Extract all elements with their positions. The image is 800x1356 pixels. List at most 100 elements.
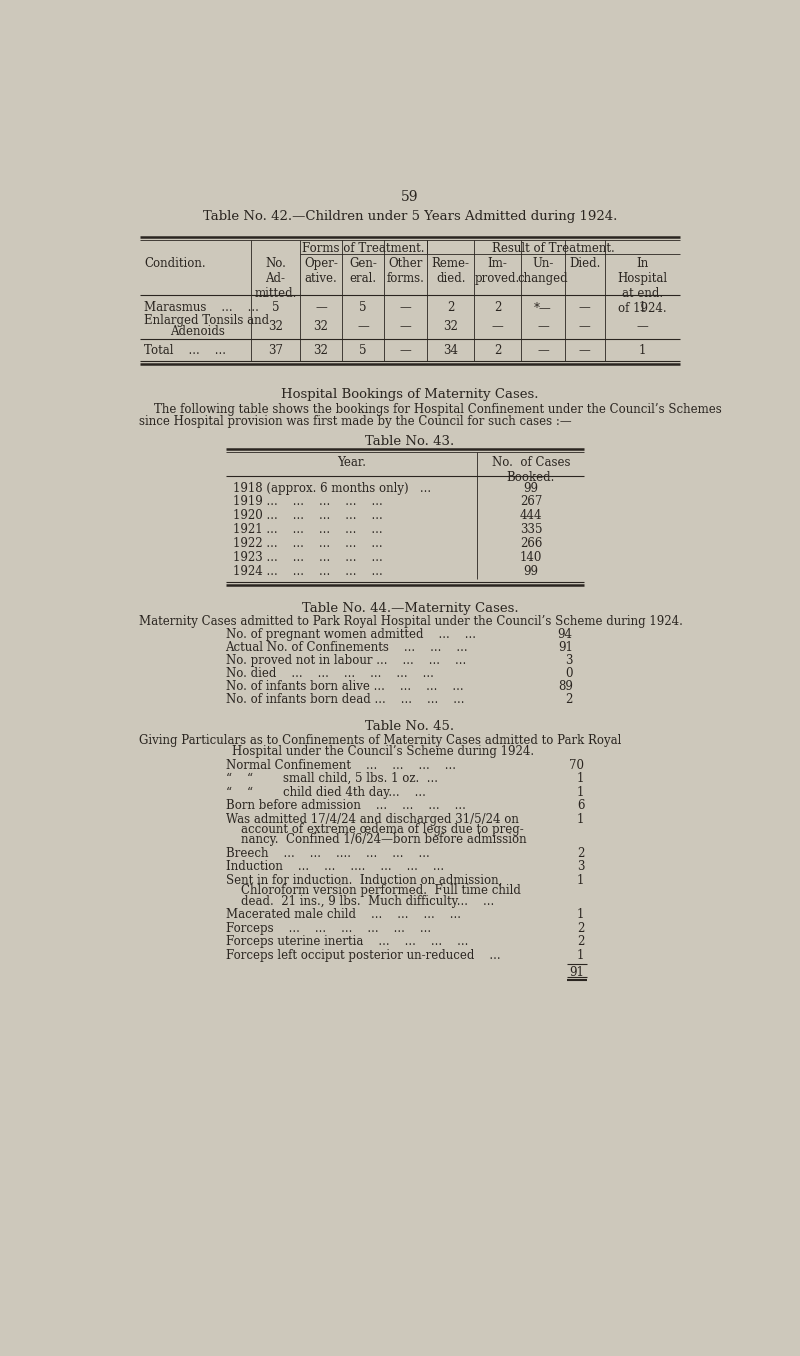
Text: —: — <box>400 343 412 357</box>
Text: Chloroform version performed.  Full time child: Chloroform version performed. Full time … <box>226 884 521 898</box>
Text: Maternity Cases admitted to Park Royal Hospital under the Council’s Scheme durin: Maternity Cases admitted to Park Royal H… <box>138 616 682 628</box>
Text: No. proved not in labour ...    ...    ...    ...: No. proved not in labour ... ... ... ... <box>226 654 466 667</box>
Text: 5: 5 <box>359 343 367 357</box>
Text: —: — <box>579 320 590 332</box>
Text: 1: 1 <box>577 909 584 921</box>
Text: 32: 32 <box>443 320 458 332</box>
Text: dead.  21 ins., 9 lbs.  Much difficulty...    ...: dead. 21 ins., 9 lbs. Much difficulty...… <box>226 895 494 907</box>
Text: 2: 2 <box>494 343 502 357</box>
Text: 91: 91 <box>570 965 584 979</box>
Text: Hospital under the Council’s Scheme during 1924.: Hospital under the Council’s Scheme duri… <box>232 744 534 758</box>
Text: Other
forms.: Other forms. <box>387 256 425 285</box>
Text: Total    ...    ...: Total ... ... <box>144 343 226 357</box>
Text: 3: 3 <box>566 654 573 667</box>
Text: Died.: Died. <box>569 256 601 270</box>
Text: 2: 2 <box>494 301 502 315</box>
Text: account of extreme œdema of legs due to preg-: account of extreme œdema of legs due to … <box>226 823 523 837</box>
Text: 1: 1 <box>577 873 584 887</box>
Text: No. of infants born dead ...    ...    ...    ...: No. of infants born dead ... ... ... ... <box>226 693 464 706</box>
Text: Sent in for induction.  Induction on admission,: Sent in for induction. Induction on admi… <box>226 873 502 887</box>
Text: Forms of Treatment.: Forms of Treatment. <box>302 241 425 255</box>
Text: *—: *— <box>534 301 552 315</box>
Text: Macerated male child    ...    ...    ...    ...: Macerated male child ... ... ... ... <box>226 909 461 921</box>
Text: Born before admission    ...    ...    ...    ...: Born before admission ... ... ... ... <box>226 799 466 812</box>
Text: 94: 94 <box>558 628 573 641</box>
Text: “    “        child died 4th day...    ...: “ “ child died 4th day... ... <box>226 785 426 799</box>
Text: Marasmus    ...    ...: Marasmus ... ... <box>144 301 259 315</box>
Text: No.  of Cases
Booked.: No. of Cases Booked. <box>492 456 570 484</box>
Text: Adenoids: Adenoids <box>170 325 225 338</box>
Text: —: — <box>400 301 412 315</box>
Text: —: — <box>537 343 549 357</box>
Text: 1: 1 <box>577 785 584 799</box>
Text: 2: 2 <box>577 922 584 934</box>
Text: 2: 2 <box>577 848 584 860</box>
Text: —: — <box>636 320 648 332</box>
Text: 32: 32 <box>314 320 328 332</box>
Text: —: — <box>315 301 326 315</box>
Text: —: — <box>537 320 549 332</box>
Text: 140: 140 <box>520 551 542 564</box>
Text: 1923 ...    ...    ...    ...    ...: 1923 ... ... ... ... ... <box>234 551 383 564</box>
Text: 5: 5 <box>359 301 367 315</box>
Text: Table No. 42.—Children under 5 Years Admitted during 1924.: Table No. 42.—Children under 5 Years Adm… <box>203 210 617 224</box>
Text: 1922 ...    ...    ...    ...    ...: 1922 ... ... ... ... ... <box>234 537 383 551</box>
Text: 1: 1 <box>638 343 646 357</box>
Text: Hospital Bookings of Maternity Cases.: Hospital Bookings of Maternity Cases. <box>282 388 538 400</box>
Text: 444: 444 <box>520 510 542 522</box>
Text: Un-
changed: Un- changed <box>518 256 568 285</box>
Text: 99: 99 <box>523 481 538 495</box>
Text: No. of pregnant women admitted    ...    ...: No. of pregnant women admitted ... ... <box>226 628 490 641</box>
Text: 99: 99 <box>523 564 538 578</box>
Text: 2: 2 <box>447 301 454 315</box>
Text: —: — <box>579 301 590 315</box>
Text: Forceps    ...    ...    ...    ...    ...    ...: Forceps ... ... ... ... ... ... <box>226 922 430 934</box>
Text: Result of Treatment.: Result of Treatment. <box>492 241 614 255</box>
Text: 1920 ...    ...    ...    ...    ...: 1920 ... ... ... ... ... <box>234 510 383 522</box>
Text: —: — <box>358 320 369 332</box>
Text: 1: 1 <box>577 812 584 826</box>
Text: 335: 335 <box>520 523 542 536</box>
Text: Oper-
ative.: Oper- ative. <box>304 256 338 285</box>
Text: Giving Particulars as to Confinements of Maternity Cases admitted to Park Royal: Giving Particulars as to Confinements of… <box>138 734 621 747</box>
Text: 1921 ...    ...    ...    ...    ...: 1921 ... ... ... ... ... <box>234 523 383 536</box>
Text: 1: 1 <box>577 948 584 961</box>
Text: —: — <box>492 320 503 332</box>
Text: Table No. 44.—Maternity Cases.: Table No. 44.—Maternity Cases. <box>302 602 518 614</box>
Text: 70: 70 <box>570 759 584 772</box>
Text: Reme-
died.: Reme- died. <box>432 256 470 285</box>
Text: 267: 267 <box>520 495 542 508</box>
Text: 34: 34 <box>443 343 458 357</box>
Text: 0: 0 <box>566 667 573 681</box>
Text: Normal Confinement    ...    ...    ...    ...: Normal Confinement ... ... ... ... <box>226 759 455 772</box>
Text: 1919 ...    ...    ...    ...    ...: 1919 ... ... ... ... ... <box>234 495 383 508</box>
Text: Was admitted 17/4/24 and discharged 31/5/24 on: Was admitted 17/4/24 and discharged 31/5… <box>226 812 518 826</box>
Text: Forceps uterine inertia    ...    ...    ...    ...: Forceps uterine inertia ... ... ... ... <box>226 936 468 948</box>
Text: In
Hospital
at end.
of 1924.: In Hospital at end. of 1924. <box>617 256 667 315</box>
Text: Table No. 43.: Table No. 43. <box>366 435 454 449</box>
Text: 32: 32 <box>314 343 328 357</box>
Text: Condition.: Condition. <box>144 256 206 270</box>
Text: Induction    ...    ...    ....    ...    ...    ...: Induction ... ... .... ... ... ... <box>226 860 444 873</box>
Text: Gen-
eral.: Gen- eral. <box>349 256 377 285</box>
Text: 1: 1 <box>638 301 646 315</box>
Text: 89: 89 <box>558 681 573 693</box>
Text: 59: 59 <box>402 190 418 203</box>
Text: 3: 3 <box>577 860 584 873</box>
Text: Year.: Year. <box>337 456 366 469</box>
Text: 1: 1 <box>577 772 584 785</box>
Text: nancy.  Confined 1/6/24—born before admission: nancy. Confined 1/6/24—born before admis… <box>226 834 526 846</box>
Text: No.
Ad-
mitted.: No. Ad- mitted. <box>254 256 297 300</box>
Text: 266: 266 <box>520 537 542 551</box>
Text: 91: 91 <box>558 641 573 654</box>
Text: Table No. 45.: Table No. 45. <box>366 720 454 734</box>
Text: 2: 2 <box>577 936 584 948</box>
Text: 37: 37 <box>268 343 283 357</box>
Text: The following table shows the bookings for Hospital Confinement under the Counci: The following table shows the bookings f… <box>138 403 722 416</box>
Text: 1918 (approx. 6 months only)   ...: 1918 (approx. 6 months only) ... <box>234 481 431 495</box>
Text: No. of infants born alive ...    ...    ...    ...: No. of infants born alive ... ... ... ..… <box>226 681 463 693</box>
Text: Enlarged Tonsils and: Enlarged Tonsils and <box>144 315 270 327</box>
Text: Actual No. of Confinements    ...    ...    ...: Actual No. of Confinements ... ... ... <box>226 641 468 654</box>
Text: 32: 32 <box>268 320 283 332</box>
Text: No. died    ...    ...    ...    ...    ...    ...: No. died ... ... ... ... ... ... <box>226 667 434 681</box>
